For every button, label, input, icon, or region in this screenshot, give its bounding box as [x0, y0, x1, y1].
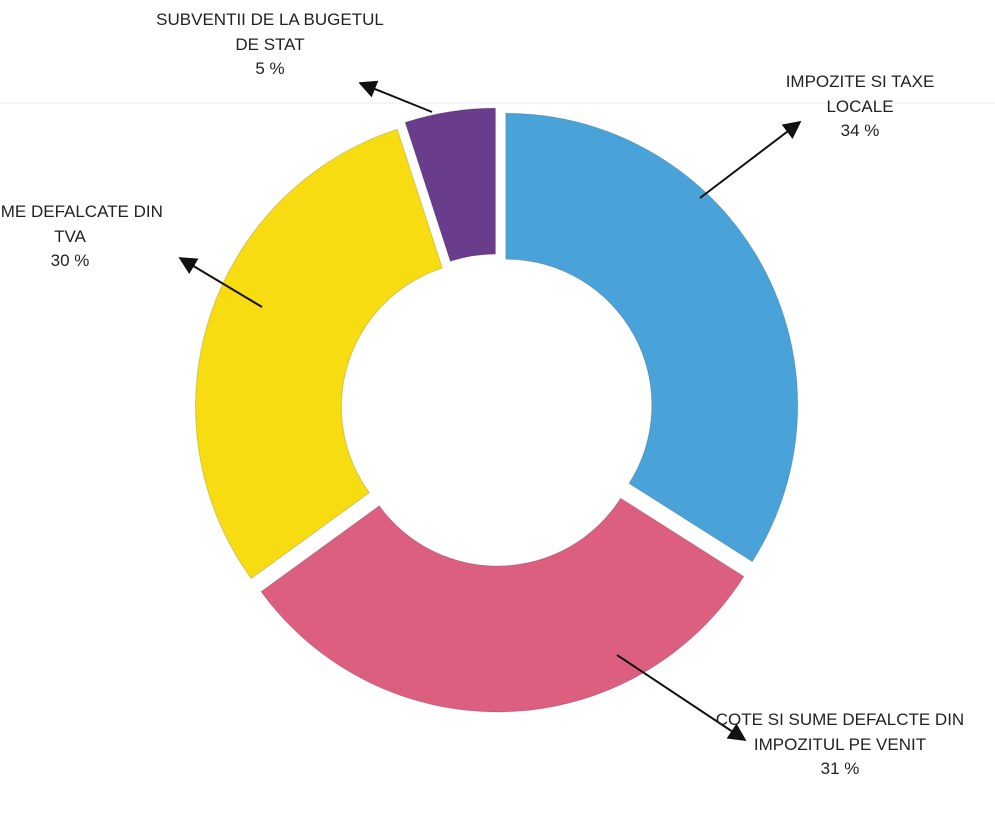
value-label: 34 % [840, 121, 880, 141]
value-label: 31 % [820, 759, 860, 779]
category-label: SUBVENTII DE LA BUGETUL DE STAT [156, 10, 384, 54]
slice [260, 497, 745, 713]
slice-label: SUME DEFALCATE DIN TVA 30 % [0, 200, 170, 274]
value-label: 30 % [50, 251, 90, 271]
slice [505, 112, 799, 563]
category-label: COTE SI SUME DEFALCTE DIN IMPOZITUL PE V… [715, 710, 965, 754]
slice [404, 107, 496, 262]
category-label: IMPOZITE SI TAXE LOCALE [785, 72, 935, 116]
arrow [699, 120, 802, 199]
arrow [616, 654, 747, 741]
arrow [178, 257, 263, 308]
arrows [178, 80, 802, 741]
value-label: 5 % [255, 59, 285, 79]
slice [194, 128, 444, 580]
slice-label: SUBVENTII DE LA BUGETUL DE STAT 5 % [150, 8, 390, 82]
arrow [358, 80, 433, 113]
category-label: SUME DEFALCATE DIN TVA [0, 202, 163, 246]
slice-label: IMPOZITE SI TAXE LOCALE 34 % [750, 70, 970, 144]
slices [194, 107, 799, 713]
slice-label: COTE SI SUME DEFALCTE DIN IMPOZITUL PE V… [710, 708, 970, 782]
